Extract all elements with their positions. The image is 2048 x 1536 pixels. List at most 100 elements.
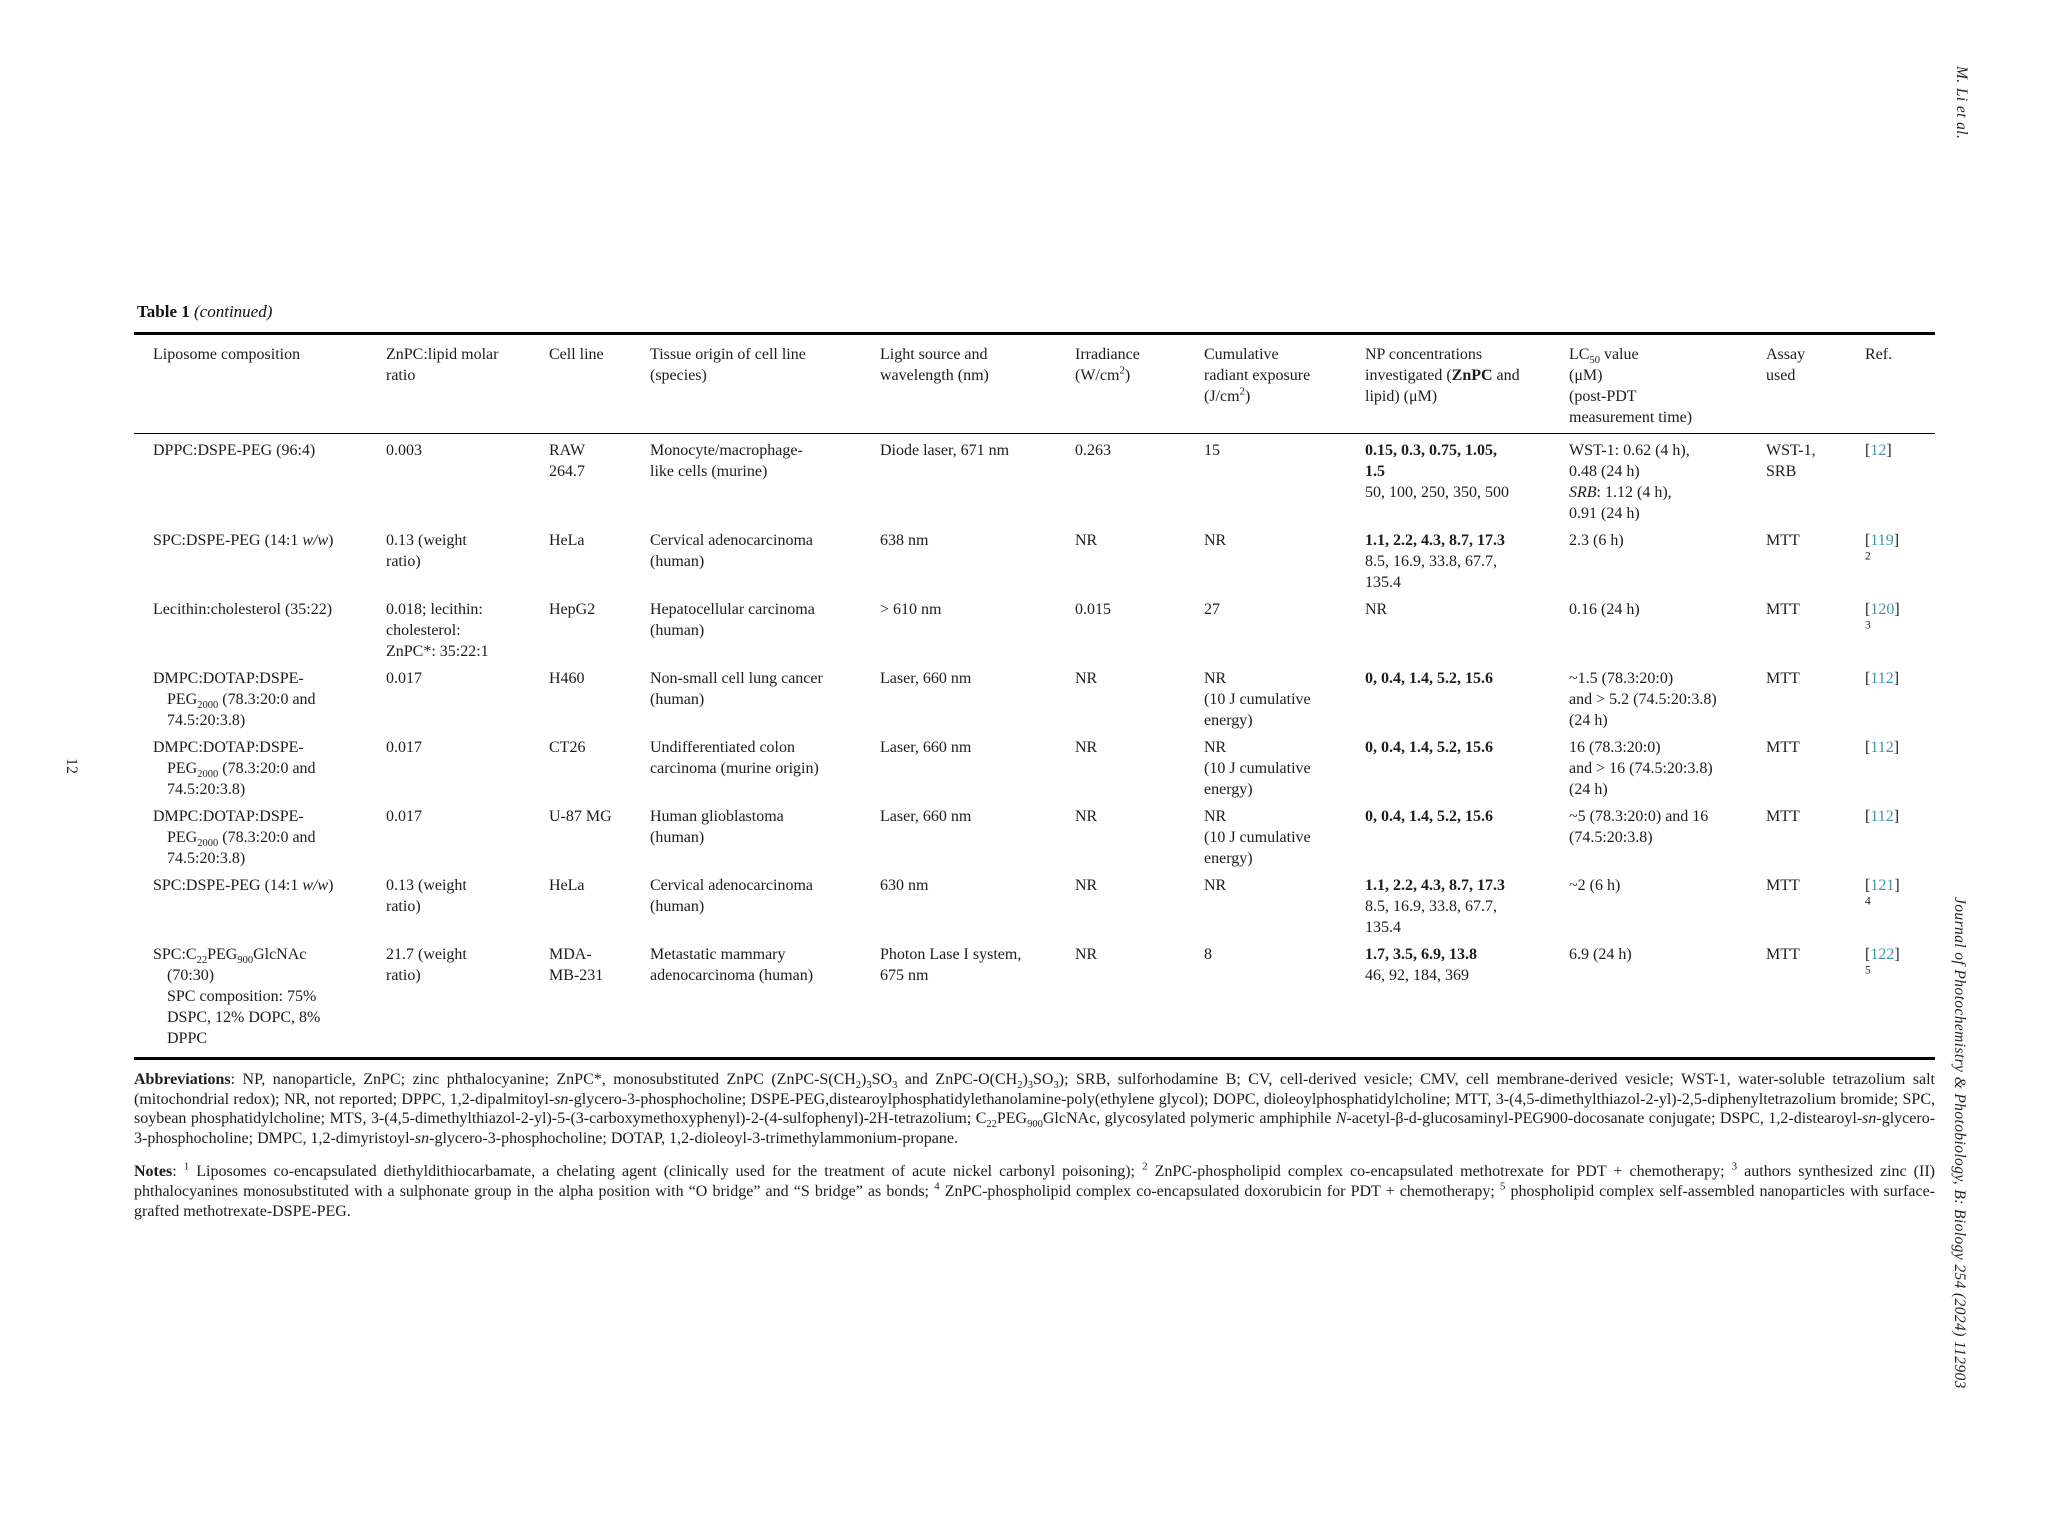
- ref-link[interactable]: 112: [1870, 739, 1894, 756]
- table-cell: Monocyte/macrophage-like cells (murine): [650, 442, 803, 480]
- table-cell: SPC:DSPE-PEG (14:1 w/w): [153, 532, 334, 549]
- table-cell: H460: [549, 670, 585, 687]
- ref-link[interactable]: 120: [1870, 601, 1895, 618]
- table-cell: 6.9 (24 h): [1569, 946, 1632, 963]
- table-cell: MTT: [1766, 670, 1800, 687]
- ref-link[interactable]: 122: [1870, 946, 1895, 963]
- table-cell: NR: [1365, 601, 1388, 618]
- table-cell: Laser, 660 nm: [880, 739, 972, 756]
- table-cell: NR: [1204, 532, 1227, 549]
- table-cell: [120] 3: [1865, 601, 1900, 632]
- column-header: ZnPC:lipid molar ratio: [386, 333, 549, 434]
- table-cell: MTT: [1766, 808, 1800, 825]
- table-cell: CT26: [549, 739, 586, 756]
- table-cell: NR: [1075, 946, 1098, 963]
- table-cell: Lecithin:cholesterol (35:22): [153, 601, 333, 618]
- table-cell: 0.16 (24 h): [1569, 601, 1640, 618]
- table-cell: MTT: [1766, 877, 1800, 894]
- table-cell: MTT: [1766, 946, 1800, 963]
- table-cell: 0.017: [386, 739, 422, 756]
- table-cell: 15: [1204, 442, 1220, 459]
- table-cell: DMPC:DOTAP:DSPE- PEG2000 (78.3:20:0 and 74…: [153, 670, 316, 729]
- column-header: Liposome composition: [134, 333, 386, 434]
- table-row: Lecithin:cholesterol (35:22) 0.018; lecit…: [134, 593, 1935, 662]
- table-cell: SPC:DSPE-PEG (14:1 w/w): [153, 877, 334, 894]
- table-row: DPPC:DSPE-PEG (96:4) 0.003 RAW 264.7 Monocyt…: [134, 434, 1935, 525]
- running-journal: Journal of Photochemistry & Photobiology…: [1951, 897, 1968, 1389]
- column-header: Assay used: [1766, 333, 1865, 434]
- table-cell: 0.017: [386, 670, 422, 687]
- column-header: Irradiance (W/cm2): [1075, 333, 1204, 434]
- table-cell: 16 (78.3:20:0) and > 16 (74.5:20:3.8) (24 …: [1569, 739, 1713, 798]
- table-cell: 2.3 (6 h): [1569, 532, 1624, 549]
- ref-link[interactable]: 119: [1870, 532, 1894, 549]
- table-cell: 1.1, 2.2, 4.3, 8.7, 17.3 8.5, 16.9, 33.8,…: [1365, 532, 1505, 591]
- table-row: DMPC:DOTAP:DSPE- PEG2000 (78.3:20:0 and 74…: [134, 662, 1935, 731]
- table-cell: NR: [1075, 808, 1098, 825]
- table-cell: ~1.5 (78.3:20:0) and > 5.2 (74.5:20:3.8)(…: [1569, 670, 1717, 729]
- table-cell: MTT: [1766, 739, 1800, 756]
- table-row: DMPC:DOTAP:DSPE- PEG2000 (78.3:20:0 and 74…: [134, 800, 1935, 869]
- table-cell: Photon Lase I system, 675 nm: [880, 946, 1022, 984]
- table-cell: NR: [1075, 877, 1098, 894]
- table-cell: [121] 4: [1865, 877, 1900, 908]
- table-cell: Diode laser, 671 nm: [880, 442, 1010, 459]
- table-header: Liposome composition ZnPC:lipid molar rati…: [134, 333, 1935, 434]
- table-cell: NR (10 J cumulative energy): [1204, 808, 1311, 867]
- table-cell: Hepatocellular carcinoma (human): [650, 601, 815, 639]
- table-cell: 0, 0.4, 1.4, 5.2, 15.6: [1365, 808, 1493, 825]
- table-cell: 1.7, 3.5, 6.9, 13.8 46, 92, 184, 369: [1365, 946, 1477, 984]
- table-cell: DMPC:DOTAP:DSPE- PEG2000 (78.3:20:0 and 74…: [153, 808, 316, 867]
- results-table: Liposome composition ZnPC:lipid molar rati…: [134, 332, 1935, 1060]
- table-cell: [12]: [1865, 442, 1892, 459]
- table-cell: Cervical adenocarcinoma (human): [650, 877, 814, 915]
- table-cell: 0.003: [386, 442, 422, 459]
- table-cell: ~2 (6 h): [1569, 877, 1621, 894]
- table-cell: 0.13 (weight ratio): [386, 877, 467, 915]
- column-header: Tissue origin of cell line (species): [650, 333, 880, 434]
- table-cell: 0, 0.4, 1.4, 5.2, 15.6: [1365, 739, 1493, 756]
- column-header: Light source and wavelength (nm): [880, 333, 1075, 434]
- table-row: SPC:C22PEG900GlcNAc (70:30) SPC compositio…: [134, 938, 1935, 1059]
- table-cell: SPC:C22PEG900GlcNAc (70:30) SPC compositio…: [153, 946, 321, 1047]
- ref-link[interactable]: 12: [1870, 442, 1887, 459]
- table-row: DMPC:DOTAP:DSPE- PEG2000 (78.3:20:0 and 74…: [134, 731, 1935, 800]
- table-cell: ~5 (78.3:20:0) and 16 (74.5:20:3.8): [1569, 808, 1709, 846]
- table-cell: NR (10 J cumulative energy): [1204, 670, 1311, 729]
- ref-link[interactable]: 112: [1870, 670, 1894, 687]
- table-block: Table 1 (continued) Liposome composition…: [134, 302, 1935, 1221]
- table-body: DPPC:DSPE-PEG (96:4) 0.003 RAW 264.7 Monocyt…: [134, 434, 1935, 1059]
- table-cell: Undifferentiated colon carcinoma (murine …: [650, 739, 819, 777]
- table-cell: > 610 nm: [880, 601, 942, 618]
- table-cell: Laser, 660 nm: [880, 670, 972, 687]
- table-cell: 8: [1204, 946, 1212, 963]
- table-cell: NR: [1075, 670, 1098, 687]
- table-cell: 638 nm: [880, 532, 929, 549]
- table-cell: 1.1, 2.2, 4.3, 8.7, 17.3 8.5, 16.9, 33.8,…: [1365, 877, 1505, 936]
- table-cell: U-87 MG: [549, 808, 612, 825]
- table-cell: [112]: [1865, 670, 1900, 687]
- table-cell: HepG2: [549, 601, 596, 618]
- table-cell: [112]: [1865, 739, 1900, 756]
- table-cell: 630 nm: [880, 877, 929, 894]
- table-cell: Non-small cell lung cancer (human): [650, 670, 823, 708]
- table-cell: RAW 264.7: [549, 442, 586, 480]
- table-cell: NR: [1204, 877, 1227, 894]
- notes-paragraph: Notes: 1 Liposomes co-encapsulated dieth…: [134, 1161, 1935, 1220]
- table-cell: MTT: [1766, 601, 1800, 618]
- table-cell: Metastatic mammary adenocarcinoma (human): [650, 946, 814, 984]
- table-cell: MTT: [1766, 532, 1800, 549]
- abbreviations-paragraph: Abbreviations: NP, nanoparticle, ZnPC; z…: [134, 1071, 1936, 1147]
- table-cell: MDA- MB-231: [549, 946, 604, 984]
- ref-link[interactable]: 112: [1870, 808, 1894, 825]
- column-header: Cumulative radiant exposure (J/cm2): [1204, 333, 1365, 434]
- table-cell: 21.7 (weight ratio): [386, 946, 467, 984]
- table-cell: 0.018; lecithin: cholesterol: ZnPC*: 35:22…: [386, 601, 489, 660]
- table-cell: Laser, 660 nm: [880, 808, 972, 825]
- table-cell: 27: [1204, 601, 1220, 618]
- table-cell: 0, 0.4, 1.4, 5.2, 15.6: [1365, 670, 1493, 687]
- table-row: SPC:DSPE-PEG (14:1 w/w) 0.13 (weight ratio…: [134, 869, 1935, 938]
- table-title: Table 1 (continued): [137, 302, 273, 321]
- ref-link[interactable]: 121: [1870, 877, 1895, 894]
- table-cell: HeLa: [549, 877, 585, 894]
